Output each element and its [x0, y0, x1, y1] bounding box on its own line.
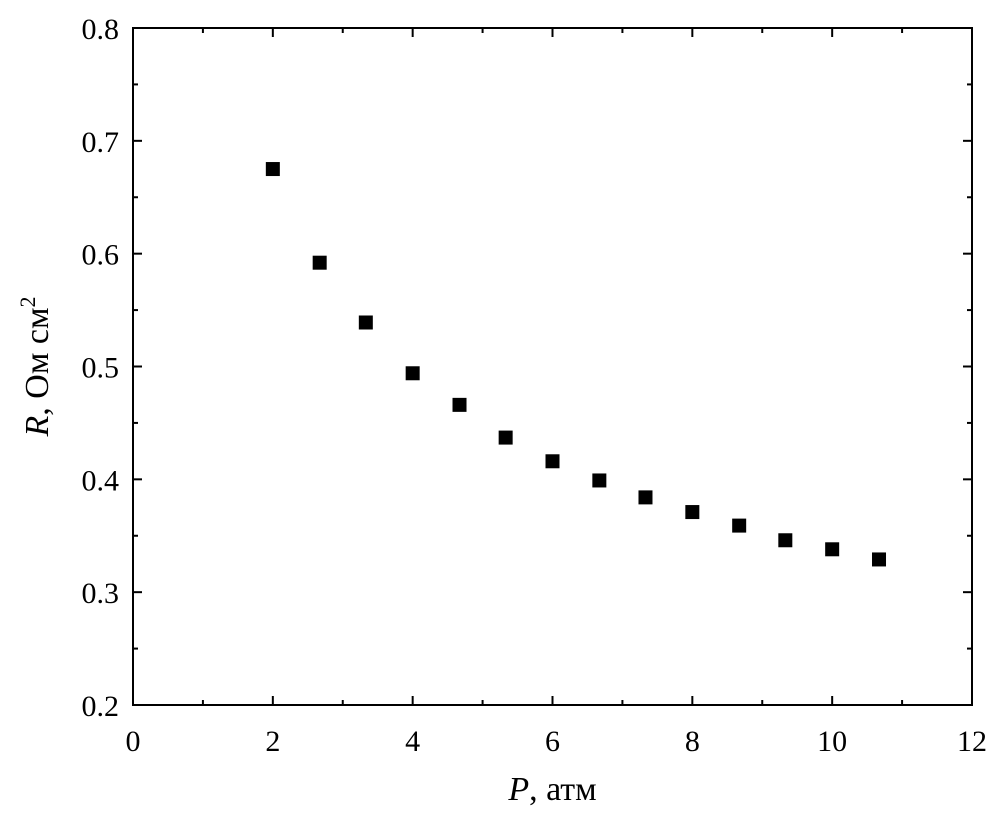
data-point — [498, 430, 513, 445]
x-tick-label: 4 — [405, 725, 420, 758]
data-point — [312, 255, 327, 270]
data-point — [685, 505, 700, 520]
data-point — [452, 397, 467, 412]
y-tick-label: 0.4 — [82, 464, 120, 497]
data-point — [592, 473, 607, 488]
data-point — [732, 518, 747, 533]
data-point — [825, 542, 840, 557]
y-tick-label: 0.2 — [82, 690, 120, 723]
data-point — [872, 552, 887, 567]
data-points — [265, 162, 887, 567]
data-point — [545, 454, 560, 469]
x-axis-unit: , атм — [529, 771, 597, 808]
x-axis-label: P, атм — [507, 771, 596, 808]
data-point — [405, 366, 420, 381]
x-tick-label: 10 — [817, 725, 847, 758]
data-point — [778, 533, 793, 548]
y-tick-label: 0.6 — [82, 239, 120, 272]
plot-frame — [132, 27, 973, 706]
axis-ticks — [132, 27, 973, 706]
x-tick-label: 0 — [126, 725, 141, 758]
x-tick-label: 2 — [265, 725, 280, 758]
y-axis-label: R, Ом см2 — [15, 297, 56, 438]
y-axis-unit: , Ом см — [19, 308, 56, 416]
y-tick-label: 0.3 — [82, 577, 120, 610]
y-tick-label: 0.5 — [82, 352, 120, 385]
y-tick-label: 0.7 — [82, 126, 120, 159]
x-tick-label: 8 — [685, 725, 700, 758]
data-point — [358, 315, 373, 330]
data-point — [265, 162, 280, 177]
data-point — [638, 490, 653, 505]
x-axis-symbol: P — [507, 771, 529, 808]
x-tick-label: 12 — [957, 725, 987, 758]
x-tick-label: 6 — [545, 725, 560, 758]
y-axis-symbol: R — [19, 415, 56, 437]
axis-tick-labels: 0 2 4 6 8 10 12 0.2 0.3 0.4 0.5 0.6 0.7 0.8 — [82, 13, 988, 758]
y-tick-label: 0.8 — [82, 13, 120, 46]
y-axis-unit-superscript: 2 — [15, 297, 40, 308]
